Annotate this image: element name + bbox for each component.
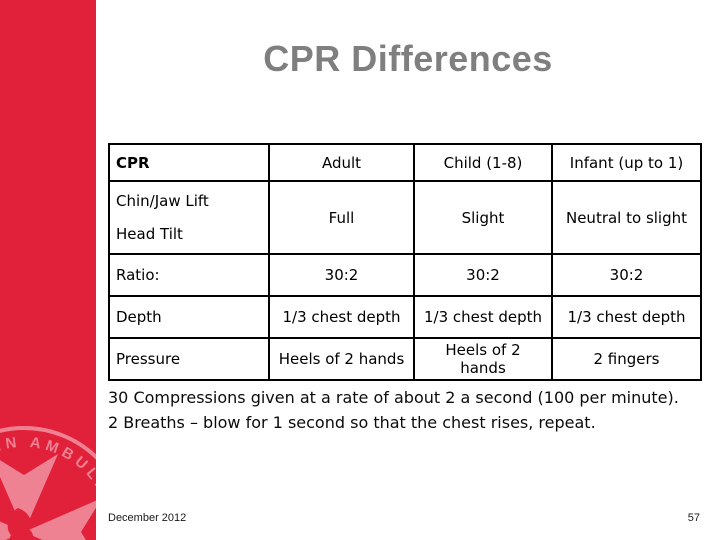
notes-block: 30 Compressions given at a rate of about… bbox=[108, 385, 688, 435]
cell-depth-adult: 1/3 chest depth bbox=[268, 295, 415, 339]
header-cell-cpr: CPR bbox=[108, 143, 270, 182]
table-header-row: CPR Adult Child (1-8) Infant (up to 1) bbox=[108, 143, 702, 182]
st-john-ambulance-logo-icon: ST JOHN AMBULANCE bbox=[0, 426, 96, 540]
cell-tilt-adult: Full bbox=[268, 180, 415, 255]
table-row: Ratio: 30:2 30:2 30:2 bbox=[108, 253, 702, 297]
row-label-depth: Depth bbox=[108, 295, 270, 339]
row-label-line: Chin/Jaw Lift bbox=[116, 192, 209, 210]
cell-tilt-child: Slight bbox=[413, 180, 553, 255]
note-compressions: 30 Compressions given at a rate of about… bbox=[108, 388, 679, 407]
table-row: Pressure Heels of 2 hands Heels of 2 han… bbox=[108, 337, 702, 381]
page-title: CPR Differences bbox=[263, 38, 553, 79]
cpr-differences-table: CPR Adult Child (1-8) Infant (up to 1) C… bbox=[108, 143, 702, 381]
note-breaths: 2 Breaths – blow for 1 second so that th… bbox=[108, 413, 596, 432]
row-label-ratio: Ratio: bbox=[108, 253, 270, 297]
cell-depth-child: 1/3 chest depth bbox=[413, 295, 553, 339]
row-label-line: Head Tilt bbox=[116, 225, 183, 243]
cell-ratio-infant: 30:2 bbox=[551, 253, 702, 297]
table-row: Chin/Jaw Lift Head Tilt Full Slight Neut… bbox=[108, 180, 702, 255]
cell-depth-infant: 1/3 chest depth bbox=[551, 295, 702, 339]
row-label-pressure: Pressure bbox=[108, 337, 270, 381]
cell-ratio-adult: 30:2 bbox=[268, 253, 415, 297]
header-cell-infant: Infant (up to 1) bbox=[551, 143, 702, 182]
sidebar-red-bar: ST JOHN AMBULANCE bbox=[0, 0, 96, 540]
cell-pressure-infant: 2 fingers bbox=[551, 337, 702, 381]
cell-pressure-child: Heels of 2 hands bbox=[413, 337, 553, 381]
table-row: Depth 1/3 chest depth 1/3 chest depth 1/… bbox=[108, 295, 702, 339]
cell-ratio-child: 30:2 bbox=[413, 253, 553, 297]
cell-pressure-adult: Heels of 2 hands bbox=[268, 337, 415, 381]
header-cell-child: Child (1-8) bbox=[413, 143, 553, 182]
row-label-chin-jaw-head-tilt: Chin/Jaw Lift Head Tilt bbox=[108, 180, 270, 255]
cell-tilt-infant: Neutral to slight bbox=[551, 180, 702, 255]
header-cell-adult: Adult bbox=[268, 143, 415, 182]
footer-date: December 2012 bbox=[108, 512, 187, 524]
page-number: 57 bbox=[687, 512, 700, 524]
